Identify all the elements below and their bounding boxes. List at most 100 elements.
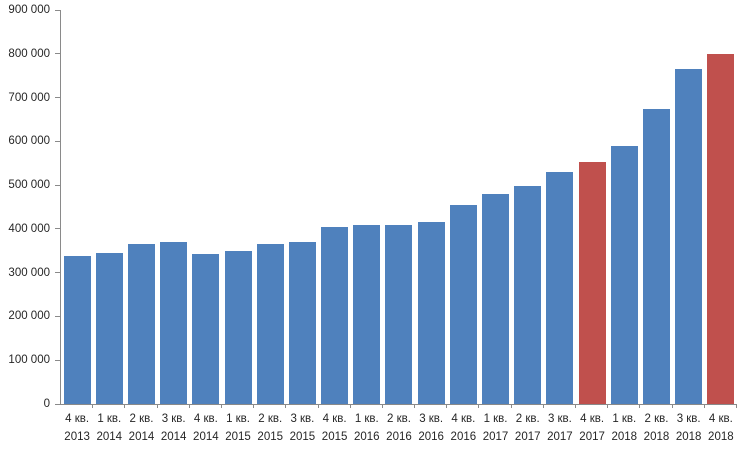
x-category-label: 4 кв. 2018 — [705, 411, 737, 447]
bar-slot — [608, 10, 640, 404]
x-axis-tick — [703, 404, 705, 408]
bar-slot — [286, 10, 318, 404]
y-axis-tick — [55, 228, 61, 230]
x-label-quarter: 4 кв. — [451, 413, 476, 425]
bar-3кв-2018 — [675, 69, 703, 404]
x-label-quarter: 3 кв. — [419, 413, 444, 425]
y-tick-label: 300 000 — [8, 266, 50, 279]
bar-3кв-2016 — [417, 221, 445, 404]
x-axis-tick — [381, 404, 383, 408]
x-label-year: 2016 — [353, 430, 380, 443]
y-axis-tick — [55, 403, 61, 405]
plot-area: 0 100 000 200 000 300 000 400 000 500 000 600 … — [8, 4, 737, 443]
bar-slot — [576, 10, 608, 404]
x-label-year: 2014 — [193, 430, 219, 443]
x-axis-tick — [253, 404, 255, 408]
x-axis-tick — [414, 404, 416, 408]
x-category-label: 1 кв. 2016 — [351, 411, 383, 447]
x-label-year: 2015 — [257, 430, 284, 443]
bar-1кв-2017 — [482, 194, 510, 404]
x-label-year: 2013 — [64, 430, 90, 443]
x-label-year: 2014 — [96, 430, 123, 443]
x-category-label: 3 кв. 2017 — [544, 411, 576, 447]
x-label-quarter: 4 кв. — [322, 413, 347, 425]
x-label-quarter: 4 кв. — [193, 413, 218, 425]
x-label-year: 2016 — [386, 430, 412, 443]
y-tick-label: 900 000 — [8, 4, 50, 16]
bar-slot — [319, 10, 351, 404]
x-label-quarter: 3 кв. — [290, 413, 315, 425]
bar-3кв-2015 — [288, 241, 316, 404]
x-label-quarter: 4 кв. — [708, 413, 733, 425]
y-axis-tick — [55, 53, 61, 55]
x-category-label: 4 кв. 2014 — [190, 411, 222, 447]
y-axis-tick — [55, 140, 61, 142]
x-axis-tick — [349, 404, 351, 408]
x-category-label: 3 кв. 2018 — [673, 411, 705, 447]
x-label-quarter: 3 кв. — [547, 413, 572, 425]
y-tick-label: 100 000 — [8, 354, 50, 367]
y-tick-label: 400 000 — [8, 222, 50, 235]
x-axis-tick — [671, 404, 673, 408]
x-axis-tick — [317, 404, 319, 408]
x-category-label: 2 кв. 2018 — [640, 411, 672, 447]
bar-4кв-2015 — [321, 226, 349, 404]
x-label-quarter: 4 кв. — [580, 413, 605, 425]
bar-2кв-2018 — [642, 109, 670, 404]
x-label-quarter: 1 кв. — [483, 413, 508, 425]
bars-layer — [61, 10, 737, 404]
bar-slot — [640, 10, 672, 404]
bar-slot — [125, 10, 157, 404]
x-label-year: 2016 — [418, 430, 444, 443]
x-label-year: 2018 — [643, 430, 670, 443]
x-label-year: 2015 — [225, 430, 251, 443]
bar-slot — [479, 10, 511, 404]
x-category-label: 3 кв. 2016 — [415, 411, 447, 447]
x-axis-tick — [156, 404, 158, 408]
y-axis-tick — [55, 184, 61, 186]
x-label-quarter: 4 кв. — [65, 413, 90, 425]
x-category-label: 4 кв. 2013 — [61, 411, 93, 447]
bar-4кв-2013 — [63, 256, 91, 404]
x-category-label: 1 кв. 2017 — [479, 411, 511, 447]
y-tick-label: 700 000 — [8, 91, 50, 104]
bar-slot — [222, 10, 254, 404]
x-label-year: 2017 — [482, 430, 509, 443]
bar-slot — [254, 10, 286, 404]
x-axis-tick — [542, 404, 544, 408]
bar-slot — [158, 10, 190, 404]
x-axis-tick — [446, 404, 448, 408]
bar-4кв-2017 — [578, 162, 606, 404]
x-label-year: 2018 — [675, 430, 702, 443]
x-label-quarter: 2 кв. — [258, 413, 283, 425]
x-category-label: 4 кв. 2016 — [447, 411, 479, 447]
x-label-quarter: 2 кв. — [129, 413, 154, 425]
bar-4кв-2018 — [707, 54, 735, 404]
x-axis-tick — [607, 404, 609, 408]
x-category-label: 3 кв. 2014 — [158, 411, 190, 447]
y-axis-tick — [55, 9, 61, 11]
bar-1кв-2015 — [224, 250, 252, 404]
x-label-quarter: 1 кв. — [226, 413, 250, 425]
x-label-year: 2018 — [708, 430, 734, 443]
bar-slot — [351, 10, 383, 404]
x-axis-tick — [220, 404, 222, 408]
x-category-label: 2 кв. 2014 — [125, 411, 157, 447]
bar-slot — [512, 10, 544, 404]
x-axis-tick — [639, 404, 641, 408]
x-axis-tick — [188, 404, 190, 408]
bar-slot — [190, 10, 222, 404]
x-axis-tick — [736, 404, 737, 408]
y-tick-label: 0 — [43, 398, 50, 410]
x-category-label: 1 кв. 2018 — [608, 411, 640, 447]
x-label-year: 2018 — [611, 430, 638, 443]
bar-2кв-2016 — [385, 225, 413, 404]
x-label-quarter: 3 кв. — [676, 413, 701, 425]
x-axis-tick — [124, 404, 126, 408]
x-label-year: 2017 — [547, 430, 573, 443]
x-label-year: 2017 — [579, 430, 605, 443]
y-axis-tick — [55, 97, 61, 99]
bar-2кв-2015 — [256, 243, 284, 404]
x-category-label: 1 кв. 2014 — [93, 411, 125, 447]
